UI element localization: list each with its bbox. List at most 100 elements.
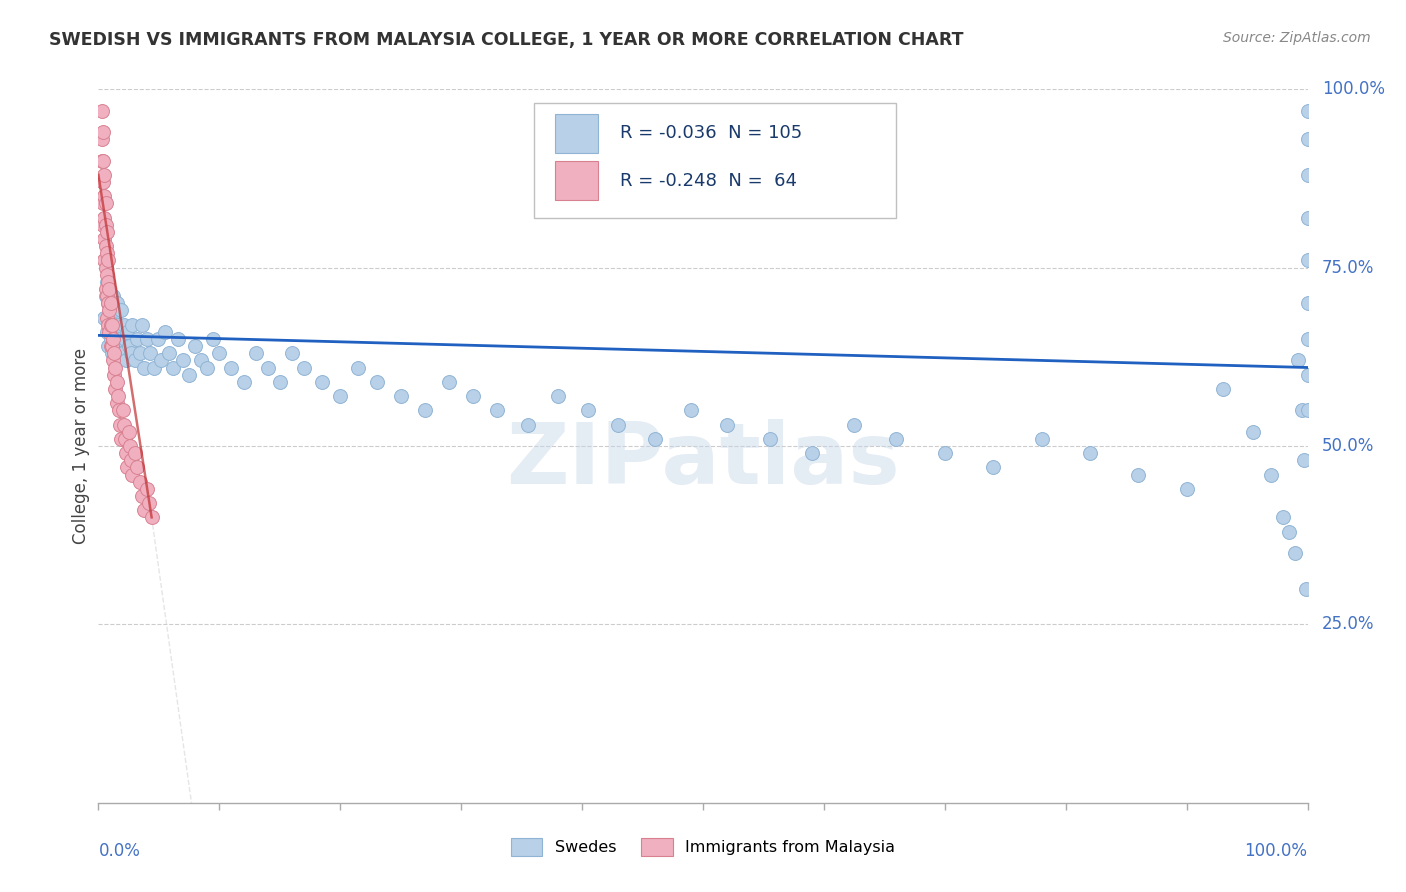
Point xyxy=(94,282,117,296)
Point xyxy=(389,389,412,403)
Point xyxy=(269,375,291,389)
Point xyxy=(103,368,125,382)
Point xyxy=(547,389,569,403)
FancyBboxPatch shape xyxy=(534,103,897,218)
Point xyxy=(91,103,114,118)
Point xyxy=(1278,524,1301,539)
Point xyxy=(94,239,117,253)
Point xyxy=(94,218,117,232)
Point xyxy=(886,432,908,446)
Point xyxy=(100,310,122,325)
Point xyxy=(1286,353,1309,368)
Point xyxy=(103,303,125,318)
Point xyxy=(311,375,333,389)
Point xyxy=(112,417,135,432)
Point xyxy=(96,325,118,339)
Point xyxy=(150,353,173,368)
Point xyxy=(91,153,114,168)
Point xyxy=(118,425,141,439)
Point xyxy=(104,318,127,332)
Point xyxy=(111,346,134,360)
Point xyxy=(256,360,278,375)
Point xyxy=(108,417,131,432)
Point xyxy=(100,339,122,353)
Point xyxy=(118,439,141,453)
Point xyxy=(103,339,125,353)
Point xyxy=(94,196,117,211)
Point xyxy=(1296,403,1319,417)
Point xyxy=(347,360,370,375)
Point xyxy=(112,318,135,332)
Point xyxy=(135,332,157,346)
Point xyxy=(281,346,304,360)
Point xyxy=(141,510,163,524)
Point xyxy=(128,346,150,360)
Point xyxy=(101,289,124,303)
Point xyxy=(105,296,128,310)
Point xyxy=(98,303,121,318)
Point xyxy=(1241,425,1264,439)
Point xyxy=(124,353,146,368)
Point xyxy=(97,275,120,289)
Point xyxy=(486,403,509,417)
Point xyxy=(366,375,388,389)
Point xyxy=(91,125,114,139)
Point xyxy=(292,360,315,375)
Point xyxy=(190,353,212,368)
Point xyxy=(96,246,118,260)
Point xyxy=(91,175,114,189)
Point xyxy=(1296,332,1319,346)
Point xyxy=(108,318,131,332)
Point xyxy=(97,318,120,332)
Point xyxy=(1296,211,1319,225)
Point xyxy=(934,446,956,460)
Point xyxy=(97,296,120,310)
Point xyxy=(516,417,538,432)
Point xyxy=(1031,432,1053,446)
Point xyxy=(100,332,122,346)
Point xyxy=(1260,467,1282,482)
Point xyxy=(413,403,436,417)
Point xyxy=(100,346,122,360)
Point xyxy=(104,382,127,396)
Point xyxy=(100,296,122,310)
Point xyxy=(1212,382,1234,396)
Point xyxy=(167,332,190,346)
Point xyxy=(94,260,117,275)
Point xyxy=(329,389,352,403)
Point xyxy=(120,346,142,360)
Point xyxy=(1295,582,1317,596)
Point xyxy=(1296,296,1319,310)
Point xyxy=(98,318,121,332)
Point xyxy=(104,353,127,368)
Point xyxy=(91,132,114,146)
Point xyxy=(101,332,124,346)
Point xyxy=(128,475,150,489)
Point xyxy=(143,360,166,375)
Point xyxy=(1284,546,1306,560)
Point xyxy=(679,403,702,417)
Point xyxy=(208,346,231,360)
Text: ZIPatlas: ZIPatlas xyxy=(506,418,900,502)
Point xyxy=(105,332,128,346)
Point xyxy=(94,289,117,303)
Text: 75.0%: 75.0% xyxy=(1322,259,1375,277)
Y-axis label: College, 1 year or more: College, 1 year or more xyxy=(72,348,90,544)
Point xyxy=(91,153,114,168)
Point xyxy=(117,325,139,339)
Point xyxy=(93,189,115,203)
Point xyxy=(96,268,118,282)
Point xyxy=(97,253,120,268)
Point xyxy=(115,353,138,368)
Point xyxy=(758,432,780,446)
Point xyxy=(177,368,201,382)
Text: 50.0%: 50.0% xyxy=(1322,437,1375,455)
Point xyxy=(121,467,143,482)
Point xyxy=(100,318,122,332)
Point xyxy=(1078,446,1101,460)
Point xyxy=(100,339,122,353)
Point xyxy=(184,339,207,353)
Point xyxy=(1296,132,1319,146)
Point xyxy=(93,168,115,182)
Point xyxy=(100,303,122,318)
